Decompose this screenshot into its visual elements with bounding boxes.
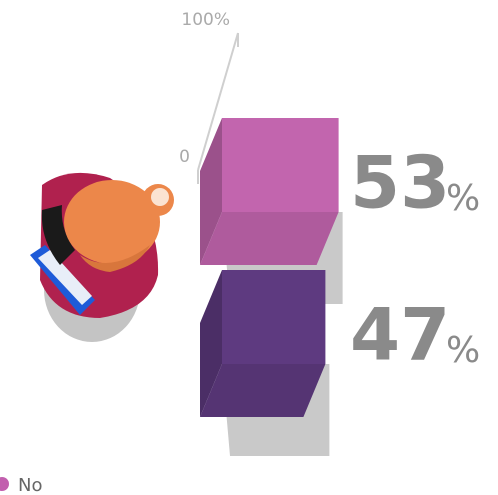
value-label: 53 [350, 141, 450, 225]
bar-side [200, 118, 222, 265]
bar [222, 270, 326, 364]
bar-bottom [200, 364, 326, 417]
tick-label: 0 [179, 147, 190, 167]
person-illustration [30, 172, 174, 342]
value-unit: % [446, 178, 480, 219]
bar-side [200, 270, 222, 417]
bar-bottom [200, 212, 339, 265]
axis-line [197, 32, 239, 171]
value-label: 47 [350, 293, 450, 377]
value-unit: % [446, 330, 480, 371]
legend-marker [0, 477, 9, 491]
legend: No [0, 475, 42, 495]
bar [222, 118, 339, 212]
tick-label: 100% [181, 10, 230, 30]
legend-label: No [18, 475, 42, 495]
